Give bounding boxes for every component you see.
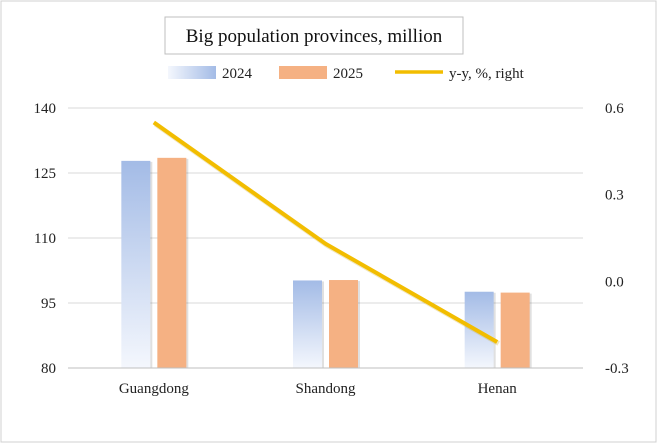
legend: 2024 2025 y-y, %, right <box>168 66 525 82</box>
legend-label-yy: y-y, %, right <box>449 66 525 82</box>
y-right-tick-label: -0.3 <box>605 361 629 377</box>
y-left-tick-label: 95 <box>41 296 56 312</box>
y-left-tick-label: 80 <box>41 361 56 377</box>
y-left-tick-label: 125 <box>34 166 57 182</box>
y-right-tick-label: 0.6 <box>605 101 624 117</box>
line-series <box>152 120 500 346</box>
legend-swatch-2025 <box>279 66 327 79</box>
legend-swatch-2024 <box>168 66 216 79</box>
bar-2025-guangdong <box>157 157 187 368</box>
y-right-tick-label: 0.3 <box>605 188 624 204</box>
line-yy <box>152 120 499 344</box>
x-category-label: Henan <box>478 381 518 397</box>
gridlines <box>68 107 583 304</box>
y-left-tick-label: 110 <box>34 231 56 247</box>
axes: 80 95 110 125 140 -0.3 0.0 0.3 0.6 Guangdong Shand… <box>34 101 629 397</box>
bar-2024-guangdong <box>121 160 151 368</box>
title-box <box>164 16 464 55</box>
legend-label-2024: 2024 <box>222 66 253 82</box>
bars <box>121 157 532 368</box>
y-right-tick-label: 0.0 <box>605 274 624 290</box>
chart-title: Big population provinces, million <box>186 26 443 47</box>
legend-label-2025: 2025 <box>333 66 363 82</box>
y-left-tick-label: 140 <box>34 101 57 117</box>
x-category-label: Guangdong <box>119 381 189 397</box>
bar-2025-shandong <box>329 280 358 368</box>
bar-2025-henan <box>500 292 530 368</box>
bar-2024-shandong <box>293 280 322 368</box>
x-category-label: Shandong <box>296 381 357 397</box>
